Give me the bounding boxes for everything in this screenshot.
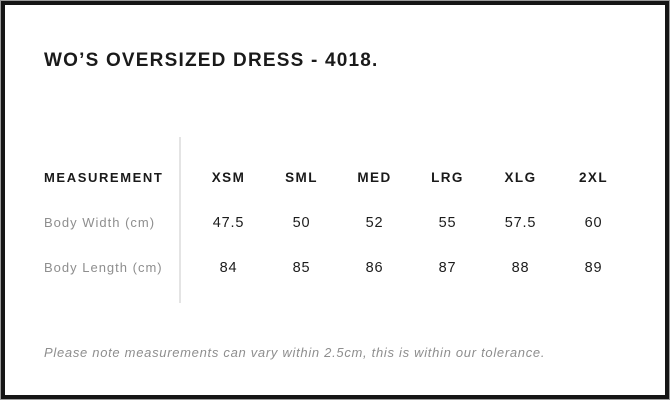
size-header-xsm: XSM [211, 170, 246, 185]
size-table: MEASUREMENT XSM SML MED LRG XLG 2XL Body… [44, 155, 630, 290]
body-width-xlg: 57.5 [504, 214, 537, 231]
tolerance-note: Please note measurements can vary within… [44, 345, 546, 360]
row-label-body-width: Body Width (cm) [44, 215, 156, 230]
size-header-lrg: LRG [431, 170, 464, 185]
size-header-xlg: XLG [504, 170, 537, 185]
size-header-med: MED [357, 170, 392, 185]
body-width-med: 52 [365, 214, 384, 231]
table-column-divider [179, 137, 181, 303]
body-length-lrg: 87 [438, 259, 457, 276]
body-width-sml: 50 [292, 214, 311, 231]
measurement-column-header: MEASUREMENT [44, 170, 164, 185]
row-label-body-length: Body Length (cm) [44, 260, 163, 275]
body-length-xlg: 88 [511, 259, 530, 276]
body-width-lrg: 55 [438, 214, 457, 231]
body-length-med: 86 [365, 259, 384, 276]
body-width-2xl: 60 [584, 214, 603, 231]
page-title: WO’S OVERSIZED DRESS - 4018. [44, 50, 379, 71]
size-header-sml: SML [285, 170, 318, 185]
body-length-2xl: 89 [584, 259, 603, 276]
body-length-sml: 85 [292, 259, 311, 276]
body-width-xsm: 47.5 [212, 214, 245, 231]
body-length-xsm: 84 [219, 259, 238, 276]
size-header-2xl: 2XL [579, 170, 608, 185]
